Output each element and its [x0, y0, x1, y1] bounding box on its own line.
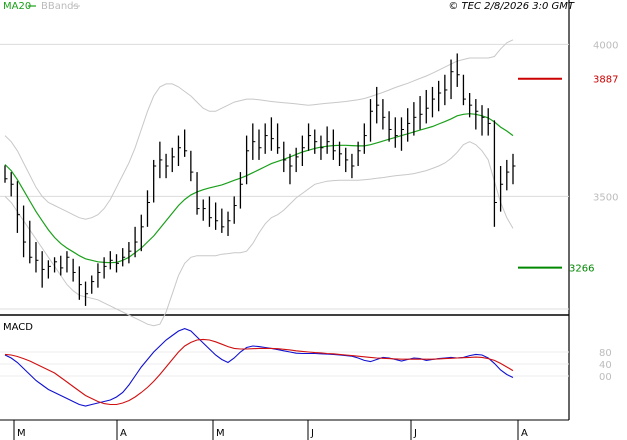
- price-grid: [0, 43, 569, 310]
- support-resistance-levels: 3887 3266: [518, 75, 618, 275]
- month-label: J: [310, 428, 314, 439]
- ma20-path: [4, 113, 514, 264]
- macd-signal-line: [4, 338, 514, 406]
- copyright-text: © TEC 2/8/2026 3:0 GMT: [448, 1, 575, 12]
- price-tick-label: 3500: [593, 192, 618, 203]
- bollinger-bands: [4, 39, 514, 327]
- price-tick-labels: 4000 3500: [593, 40, 618, 203]
- legend-ma20: MA20: [3, 1, 31, 12]
- month-label: J: [413, 428, 417, 439]
- resistance-label: 3887: [593, 75, 618, 86]
- legend: MA20 BBands: [3, 1, 80, 12]
- legend-bbands: BBands: [41, 1, 79, 12]
- month-label: A: [120, 428, 127, 439]
- price-tick-label: 4000: [593, 40, 618, 51]
- month-label: M: [17, 428, 26, 439]
- month-label: M: [216, 428, 225, 439]
- macd-tick-label: 40: [599, 360, 612, 371]
- macd-line: [4, 328, 514, 407]
- macd-tick-label: 00: [599, 372, 612, 383]
- bband-upper: [4, 39, 514, 220]
- macd-lines: [4, 328, 514, 407]
- macd-title: MACD: [3, 322, 33, 333]
- macd-grid: [0, 351, 569, 377]
- ma20-line: [4, 113, 514, 264]
- macd-tick-label: 80: [599, 348, 612, 359]
- ohlc-bars: [4, 53, 516, 306]
- bband-lower: [4, 141, 514, 327]
- support-label: 3266: [569, 264, 594, 275]
- month-label: A: [521, 428, 528, 439]
